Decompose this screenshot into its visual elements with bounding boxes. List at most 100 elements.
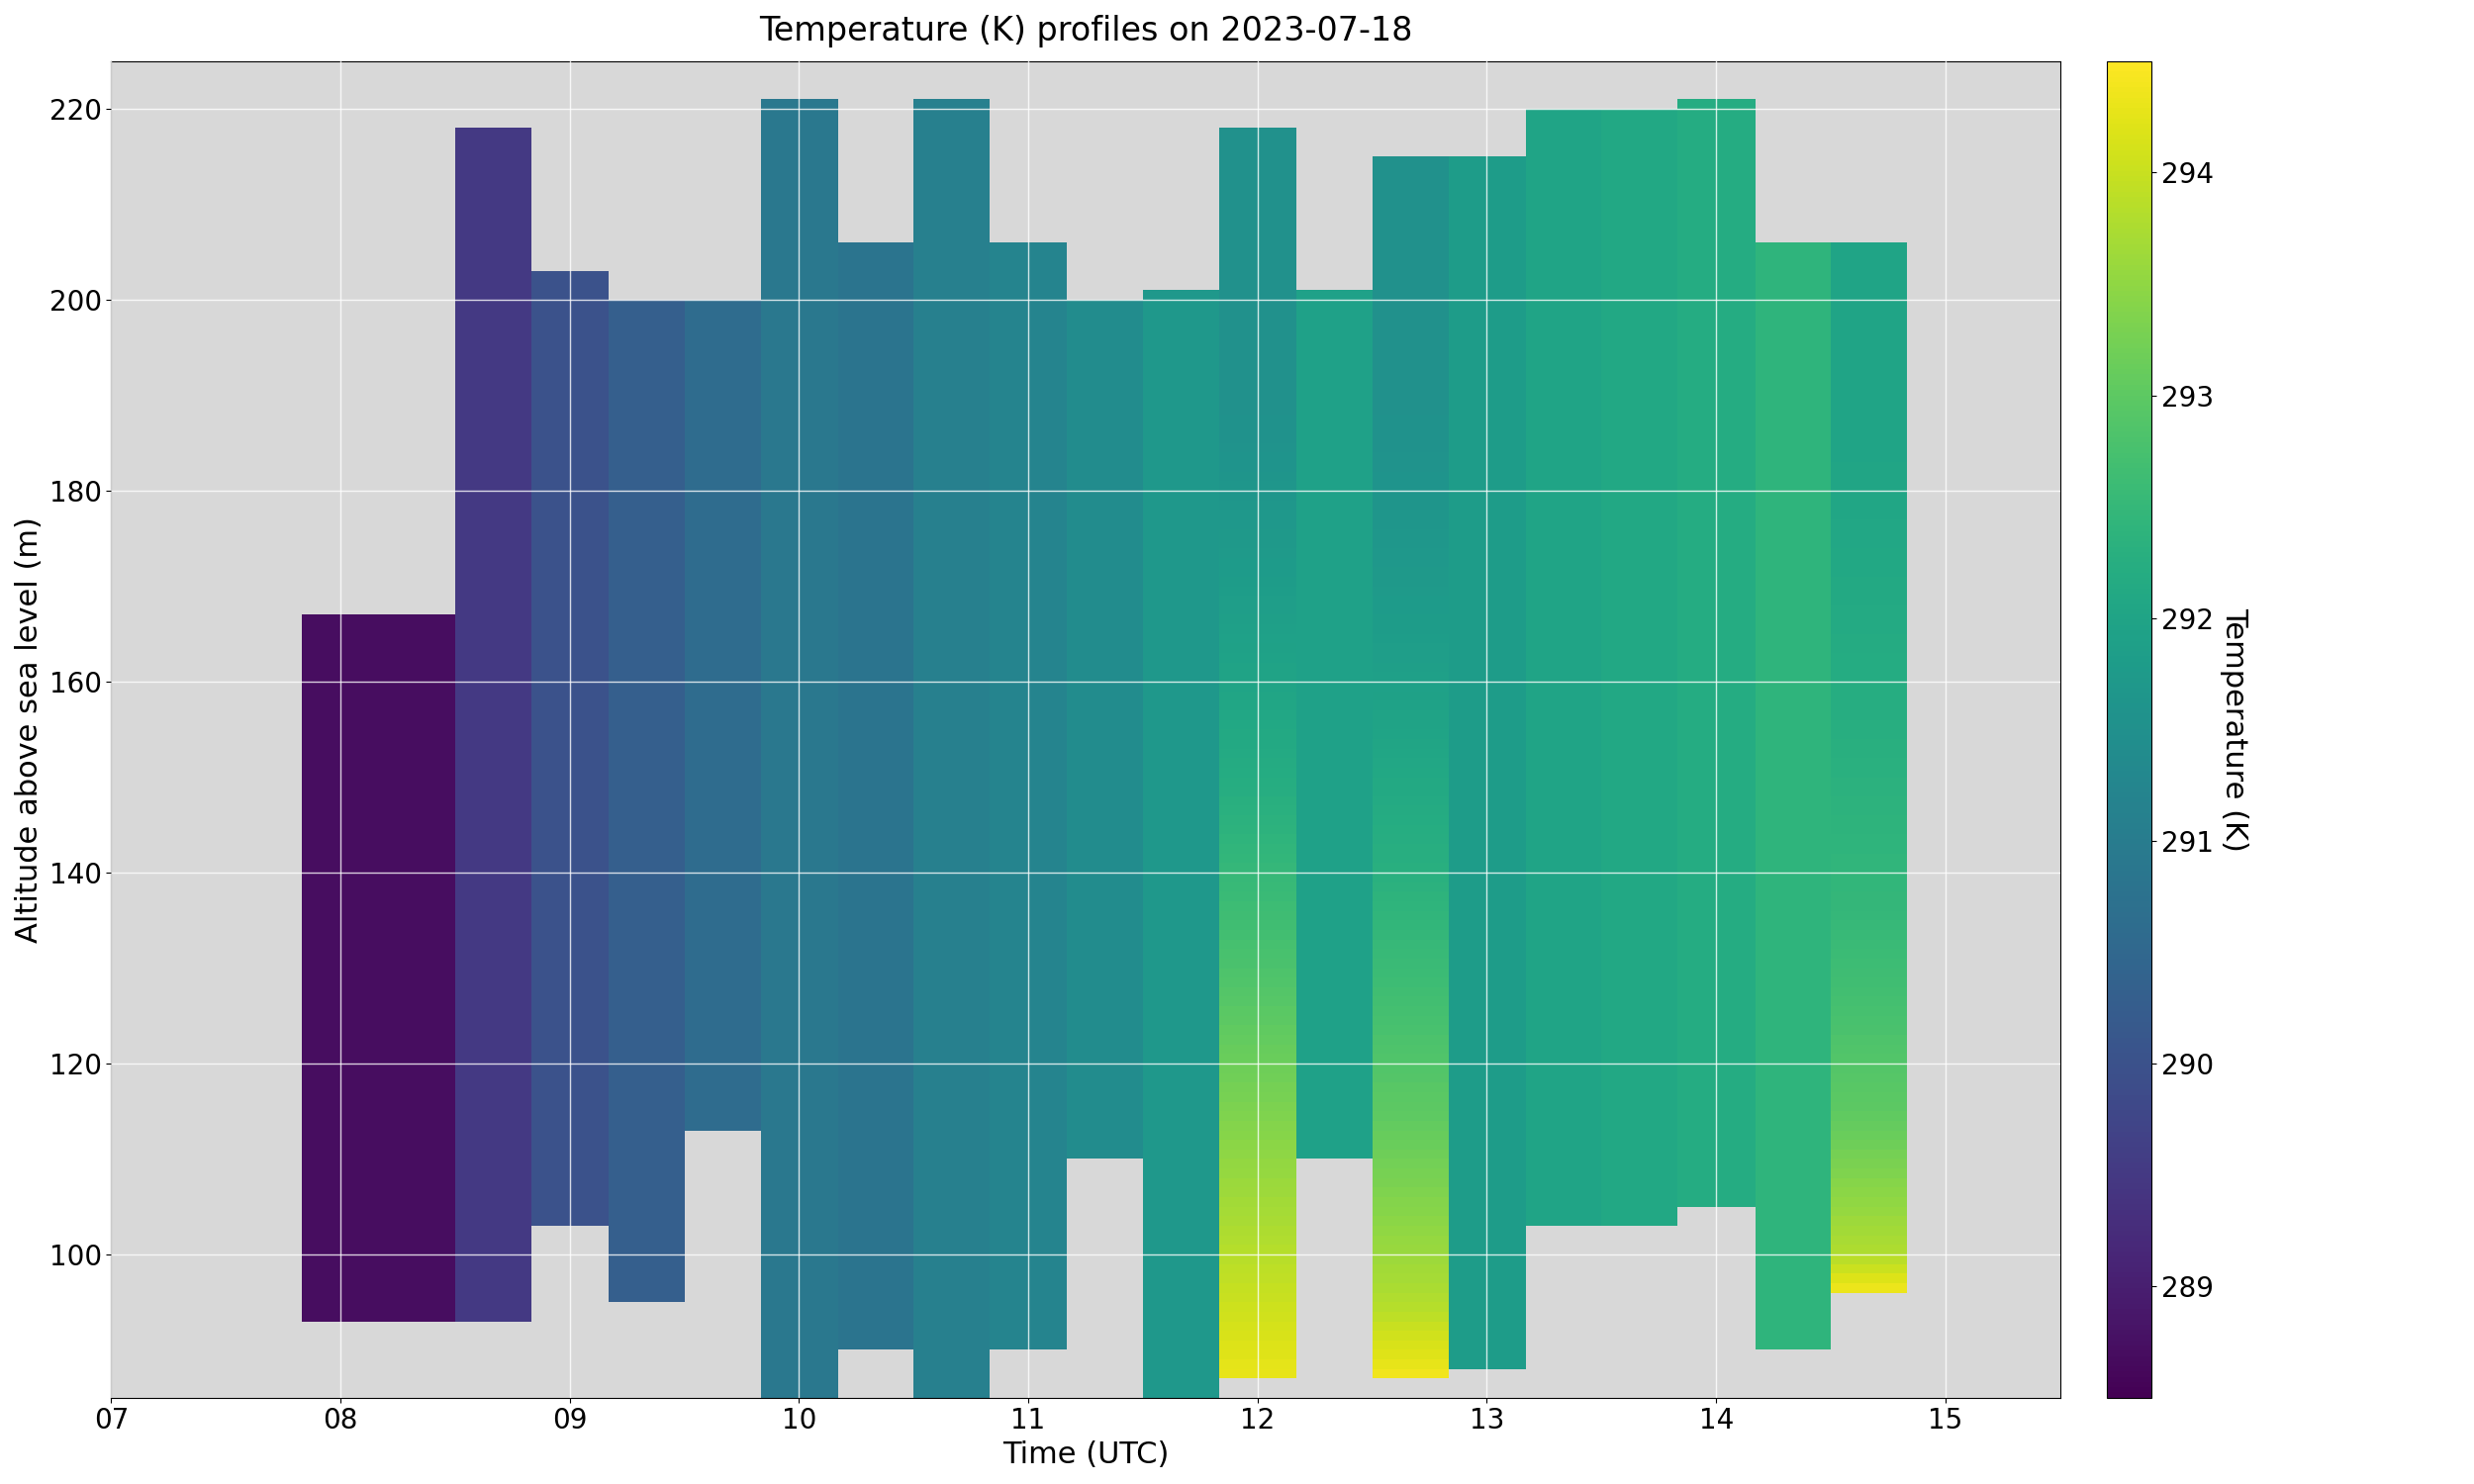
Bar xyxy=(1373,711,1450,720)
Bar xyxy=(1601,653,1677,662)
Bar xyxy=(1677,567,1754,577)
Bar xyxy=(455,224,532,233)
Bar xyxy=(1373,462,1450,472)
Bar xyxy=(455,1187,532,1198)
Bar xyxy=(760,233,839,242)
Bar xyxy=(532,1168,609,1178)
Bar xyxy=(913,309,990,319)
Bar xyxy=(1450,1045,1526,1054)
Bar xyxy=(1220,519,1296,528)
Bar xyxy=(302,653,455,662)
Bar xyxy=(1373,1198,1450,1206)
Bar xyxy=(1143,720,1220,730)
Bar xyxy=(1754,1054,1831,1064)
Bar xyxy=(839,672,913,681)
Bar xyxy=(1831,672,1907,681)
Bar xyxy=(1831,692,1907,700)
Bar xyxy=(1143,1217,1220,1226)
Bar xyxy=(1754,767,1831,778)
Bar xyxy=(1143,1379,1220,1388)
Bar xyxy=(455,920,532,930)
Bar xyxy=(839,395,913,405)
Bar xyxy=(1066,605,1143,614)
Bar xyxy=(1601,147,1677,157)
Bar xyxy=(990,462,1066,472)
Bar xyxy=(1373,500,1450,510)
Bar xyxy=(302,1034,455,1045)
Bar xyxy=(455,539,532,548)
Bar xyxy=(990,911,1066,920)
Bar xyxy=(532,1140,609,1150)
Bar xyxy=(1143,1168,1220,1178)
Bar xyxy=(760,194,839,205)
Bar xyxy=(760,1017,839,1025)
Bar xyxy=(532,1054,609,1064)
Bar xyxy=(685,1045,760,1054)
Bar xyxy=(1373,739,1450,748)
Bar xyxy=(913,386,990,395)
Bar xyxy=(1754,291,1831,300)
Bar xyxy=(1220,987,1296,997)
Bar xyxy=(1373,519,1450,528)
Bar xyxy=(1296,328,1373,338)
Bar xyxy=(1677,930,1754,939)
Bar xyxy=(1526,1073,1601,1083)
Bar xyxy=(1373,681,1450,692)
Bar xyxy=(1220,1187,1296,1198)
Bar xyxy=(1601,797,1677,806)
Bar xyxy=(913,987,990,997)
Bar xyxy=(1526,987,1601,997)
Bar xyxy=(1296,778,1373,787)
Bar xyxy=(1373,672,1450,681)
Bar xyxy=(839,1206,913,1217)
Bar xyxy=(913,358,990,367)
Bar xyxy=(1296,1092,1373,1101)
Bar xyxy=(913,873,990,881)
Bar xyxy=(1143,1264,1220,1273)
Bar xyxy=(1450,1350,1526,1359)
Bar xyxy=(1677,252,1754,261)
Bar xyxy=(913,605,990,614)
Bar xyxy=(532,815,609,825)
Bar xyxy=(532,395,609,405)
Bar xyxy=(455,1064,532,1073)
Bar xyxy=(760,1370,839,1379)
Bar xyxy=(1373,157,1450,166)
Bar xyxy=(609,1264,685,1273)
Bar xyxy=(839,481,913,491)
Bar xyxy=(760,99,839,108)
Bar xyxy=(913,1064,990,1073)
Bar xyxy=(1066,672,1143,681)
Bar xyxy=(990,778,1066,787)
Bar xyxy=(990,614,1066,625)
Bar xyxy=(1450,1321,1526,1331)
Bar xyxy=(1296,528,1373,539)
Bar xyxy=(839,1254,913,1264)
Bar xyxy=(839,338,913,347)
Bar xyxy=(1296,1017,1373,1025)
Bar xyxy=(913,548,990,558)
Bar xyxy=(455,1206,532,1217)
Bar xyxy=(1677,414,1754,424)
Bar xyxy=(1754,1006,1831,1017)
Bar xyxy=(990,987,1066,997)
Bar xyxy=(990,1168,1066,1178)
Bar xyxy=(760,873,839,881)
Bar xyxy=(609,1054,685,1064)
Bar xyxy=(1220,338,1296,347)
Bar xyxy=(685,481,760,491)
Bar xyxy=(1143,815,1220,825)
Bar xyxy=(609,873,685,881)
Bar xyxy=(1296,1073,1373,1083)
Bar xyxy=(760,997,839,1006)
Bar xyxy=(1677,194,1754,205)
Bar xyxy=(1450,1312,1526,1321)
Bar xyxy=(1296,920,1373,930)
Bar xyxy=(609,319,685,328)
Bar xyxy=(1677,319,1754,328)
Bar xyxy=(1143,472,1220,481)
Bar xyxy=(1373,834,1450,844)
Bar xyxy=(1831,491,1907,500)
Bar xyxy=(532,414,609,424)
Bar xyxy=(1450,720,1526,730)
